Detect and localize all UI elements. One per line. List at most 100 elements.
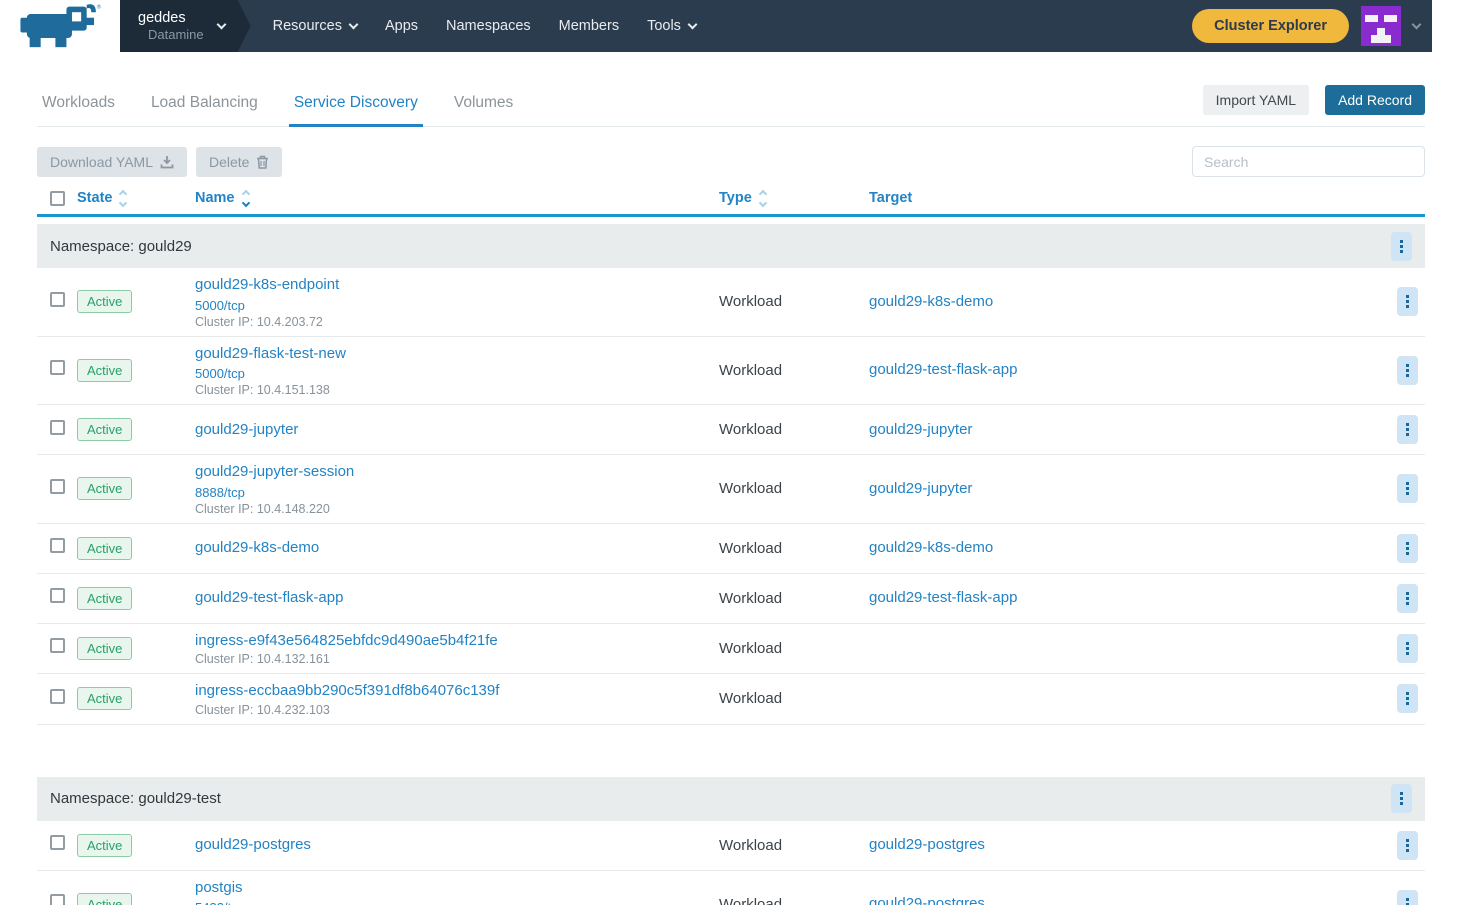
column-header-state[interactable]: State: [77, 190, 195, 206]
row-target-link[interactable]: gould29-postgres: [869, 836, 985, 853]
row-checkbox[interactable]: [50, 894, 65, 905]
row-checkbox[interactable]: [50, 588, 65, 603]
row-menu-button[interactable]: [1397, 684, 1418, 713]
row-checkbox[interactable]: [50, 835, 65, 850]
row-state-badge: Active: [77, 687, 132, 710]
row-menu-button[interactable]: [1397, 534, 1418, 563]
table-row: Active gould29-test-flask-app Workload g…: [37, 574, 1425, 624]
search-input[interactable]: [1192, 146, 1425, 177]
row-menu-button[interactable]: [1397, 356, 1418, 385]
top-nav: ® geddes Datamine Resources Apps Namespa…: [0, 0, 1457, 52]
row-name-link[interactable]: gould29-k8s-endpoint: [195, 275, 719, 295]
row-target-link[interactable]: gould29-k8s-demo: [869, 539, 993, 556]
cluster-explorer-button[interactable]: Cluster Explorer: [1192, 9, 1349, 43]
cluster-name: geddes: [138, 9, 204, 27]
row-checkbox[interactable]: [50, 689, 65, 704]
row-state-badge: Active: [77, 359, 132, 382]
row-name-link[interactable]: ingress-e9f43e564825ebfdc9d490ae5b4f21fe: [195, 631, 719, 651]
row-type: Workload: [719, 896, 869, 905]
row-name-link[interactable]: ingress-eccbaa9bb290c5f391df8b64076c139f: [195, 681, 719, 701]
row-checkbox[interactable]: [50, 292, 65, 307]
rancher-cow-icon: ®: [16, 3, 104, 49]
add-record-button[interactable]: Add Record: [1325, 85, 1425, 115]
service-discovery-page: Workloads Load Balancing Service Discove…: [0, 52, 1457, 905]
row-target-link[interactable]: gould29-postgres: [869, 895, 985, 905]
namespace-group: Namespace: gould29 Active gould29-k8s-en…: [37, 224, 1425, 725]
sort-icon: [120, 191, 126, 206]
delete-button[interactable]: Delete: [196, 147, 282, 177]
row-name-link[interactable]: gould29-jupyter: [195, 420, 719, 440]
row-target-link[interactable]: gould29-k8s-demo: [869, 293, 993, 310]
nav-menu: Resources Apps Namespaces Members Tools: [259, 0, 710, 52]
row-menu-button[interactable]: [1397, 287, 1418, 316]
namespace-menu-button[interactable]: [1391, 784, 1412, 813]
row-port-link[interactable]: 5000/tcp: [195, 298, 719, 313]
row-name-link[interactable]: gould29-postgres: [195, 835, 719, 855]
table-row: Active gould29-jupyter-session 8888/tcp …: [37, 455, 1425, 524]
project-name: Datamine: [138, 27, 204, 43]
nav-item-resources[interactable]: Resources: [259, 0, 371, 52]
tab-load-balancing[interactable]: Load Balancing: [146, 84, 263, 126]
nav-item-members[interactable]: Members: [545, 0, 633, 52]
tab-volumes[interactable]: Volumes: [449, 84, 518, 126]
select-all-checkbox[interactable]: [50, 191, 65, 206]
row-name-link[interactable]: gould29-flask-test-new: [195, 344, 719, 364]
download-yaml-button[interactable]: Download YAML: [37, 147, 187, 177]
row-menu-button[interactable]: [1397, 584, 1418, 613]
namespace-bar: Namespace: gould29: [37, 224, 1425, 268]
table-toolbar: Download YAML Delete: [37, 146, 1425, 177]
row-port-link[interactable]: 8888/tcp: [195, 485, 719, 500]
row-menu-button[interactable]: [1397, 634, 1418, 663]
row-cluster-ip: Cluster IP: 10.4.203.72: [195, 315, 719, 329]
row-target-link[interactable]: gould29-jupyter: [869, 421, 972, 438]
row-target-link[interactable]: gould29-jupyter: [869, 480, 972, 497]
nav-item-tools[interactable]: Tools: [633, 0, 710, 52]
service-table: State Name Type Target Namespace: gould2…: [37, 190, 1425, 905]
table-row: Active ingress-eccbaa9bb290c5f391df8b640…: [37, 674, 1425, 725]
row-port-link[interactable]: 5432/tcp: [195, 900, 719, 905]
user-avatar[interactable]: [1361, 6, 1401, 46]
tab-workloads[interactable]: Workloads: [37, 84, 120, 126]
table-row: Active gould29-k8s-endpoint 5000/tcp Clu…: [37, 268, 1425, 337]
row-checkbox[interactable]: [50, 479, 65, 494]
nav-item-namespaces[interactable]: Namespaces: [432, 0, 545, 52]
row-type: Workload: [719, 362, 869, 379]
table-groups: Namespace: gould29 Active gould29-k8s-en…: [37, 224, 1425, 905]
cluster-project-selector[interactable]: geddes Datamine: [120, 0, 251, 52]
row-menu-button[interactable]: [1397, 415, 1418, 444]
row-type: Workload: [719, 480, 869, 497]
row-checkbox[interactable]: [50, 420, 65, 435]
row-type: Workload: [719, 293, 869, 310]
row-name-link[interactable]: postgis: [195, 878, 719, 898]
nav-item-apps[interactable]: Apps: [371, 0, 432, 52]
row-name-link[interactable]: gould29-jupyter-session: [195, 462, 719, 482]
row-port-link[interactable]: 5000/tcp: [195, 366, 719, 381]
row-state-badge: Active: [77, 290, 132, 313]
import-yaml-button[interactable]: Import YAML: [1203, 85, 1309, 115]
column-header-name[interactable]: Name: [195, 190, 719, 206]
row-menu-button[interactable]: [1397, 474, 1418, 503]
download-icon: [160, 155, 174, 169]
namespace-bar: Namespace: gould29-test: [37, 777, 1425, 821]
row-checkbox[interactable]: [50, 638, 65, 653]
namespace-menu-button[interactable]: [1391, 232, 1412, 261]
row-menu-button[interactable]: [1397, 831, 1418, 860]
row-name-link[interactable]: gould29-k8s-demo: [195, 538, 719, 558]
row-target-link[interactable]: gould29-test-flask-app: [869, 361, 1017, 378]
row-checkbox[interactable]: [50, 538, 65, 553]
table-row: Active postgis 5432/tcp Cluster IP: 10.4…: [37, 871, 1425, 905]
row-state-badge: Active: [77, 537, 132, 560]
column-header-type[interactable]: Type: [719, 190, 869, 206]
namespace-label: Namespace: gould29-test: [50, 790, 221, 807]
rancher-logo[interactable]: ®: [0, 0, 120, 52]
nav-right: Cluster Explorer: [1192, 0, 1432, 52]
chevron-down-icon: [687, 19, 697, 29]
user-menu-chevron-icon[interactable]: [1412, 19, 1422, 29]
table-header: State Name Type Target: [37, 190, 1425, 217]
tab-service-discovery[interactable]: Service Discovery: [289, 84, 423, 126]
row-name-link[interactable]: gould29-test-flask-app: [195, 588, 719, 608]
group-rows: Active gould29-k8s-endpoint 5000/tcp Clu…: [37, 268, 1425, 725]
row-checkbox[interactable]: [50, 360, 65, 375]
row-menu-button[interactable]: [1397, 890, 1418, 905]
row-target-link[interactable]: gould29-test-flask-app: [869, 589, 1017, 606]
